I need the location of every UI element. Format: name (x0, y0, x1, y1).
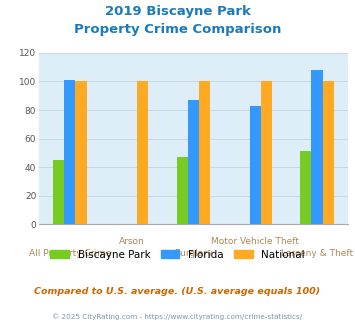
Bar (137, 82, 148, 224)
Bar (76, 82, 87, 224)
Text: © 2025 CityRating.com - https://www.cityrating.com/crime-statistics/: © 2025 CityRating.com - https://www.city… (53, 314, 302, 320)
Text: 2019 Biscayne Park: 2019 Biscayne Park (105, 5, 250, 18)
Bar (53, 160, 64, 224)
Bar (64, 80, 76, 224)
Text: Motor Vehicle Theft: Motor Vehicle Theft (211, 237, 299, 246)
Legend: Biscayne Park, Florida, National: Biscayne Park, Florida, National (46, 246, 309, 264)
Bar (300, 151, 311, 224)
Bar (188, 100, 199, 224)
Text: Compared to U.S. average. (U.S. average equals 100): Compared to U.S. average. (U.S. average … (34, 287, 321, 296)
Bar (311, 70, 323, 224)
Bar (177, 157, 188, 224)
Text: Arson: Arson (119, 237, 144, 246)
Text: Burglary: Burglary (174, 249, 213, 258)
Text: Property Crime Comparison: Property Crime Comparison (74, 23, 281, 36)
Text: All Property Crime: All Property Crime (29, 249, 111, 258)
Bar (250, 106, 261, 224)
Bar (323, 82, 334, 224)
Bar (261, 82, 272, 224)
Text: Larceny & Theft: Larceny & Theft (281, 249, 353, 258)
Bar (199, 82, 210, 224)
